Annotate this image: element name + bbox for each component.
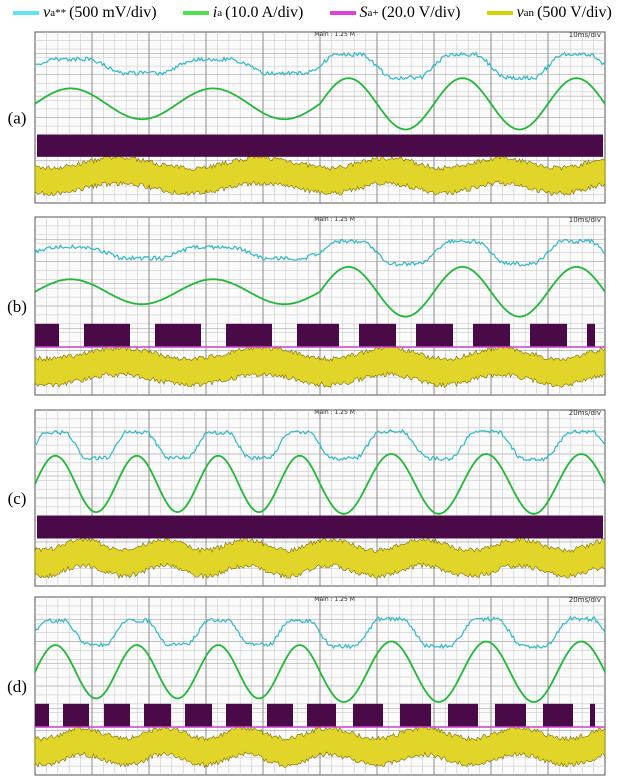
gate-pulse (400, 704, 431, 727)
scope-timebase-text: 20ms/div (569, 596, 601, 604)
scope-trigger-text: Main : 1.25 M (314, 216, 355, 223)
scope-trigger-text: Main : 1.25 M (314, 31, 355, 38)
scope-panel: Main : 1.25 M 10ms/div (a) (8, 31, 605, 203)
gate-pulse (104, 704, 130, 727)
gate-pulse (495, 704, 526, 727)
scope-trigger-text: Main : 1.25 M (314, 409, 355, 416)
gate-pulse (590, 704, 595, 727)
gate-pulse (185, 704, 212, 727)
gate-pulse (226, 324, 272, 347)
gate-pulse (155, 324, 201, 347)
scope-timebase-text: 10ms/div (569, 31, 601, 39)
scope-timebase-text: 10ms/div (569, 216, 601, 224)
page: va**(500 mV/div)ia(10.0 A/div)Sa+(20.0 V… (0, 0, 625, 778)
gate-pulse (297, 324, 339, 347)
scope-trigger-text: Main : 1.25 M (314, 596, 355, 603)
gate-pulse (473, 324, 510, 347)
gate-pulse (144, 704, 171, 727)
gate-pulse (587, 324, 595, 347)
gate-pulse (353, 704, 383, 727)
gate-pulse (448, 704, 478, 727)
gate-signal-band (37, 516, 603, 539)
figure: Main : 1.25 M 10ms/div (a) Main : 1.25 M 10m… (0, 0, 625, 778)
panel-label: (b) (7, 297, 27, 316)
gate-pulse (267, 704, 293, 727)
gate-pulse (84, 324, 130, 347)
scope-timebase-text: 20ms/div (569, 409, 601, 417)
gate-pulse (35, 324, 59, 347)
scope-panel: Main : 1.25 M 20ms/div (c) (8, 409, 605, 586)
scope-panel: Main : 1.25 M 20ms/div (d) (7, 596, 605, 775)
gate-pulse (63, 704, 89, 727)
gate-pulse (543, 704, 573, 727)
gate-pulse (307, 704, 336, 727)
gate-pulse (416, 324, 453, 347)
panel-label: (a) (8, 109, 27, 128)
panel-label: (c) (8, 489, 27, 508)
gate-pulse (226, 704, 252, 727)
gate-pulse (530, 324, 567, 347)
gate-signal-band (37, 135, 603, 157)
panel-label: (d) (7, 677, 27, 696)
gate-pulse (359, 324, 396, 347)
scope-panel: Main : 1.25 M 10ms/div (b) (7, 216, 605, 395)
gate-pulse (35, 704, 49, 727)
